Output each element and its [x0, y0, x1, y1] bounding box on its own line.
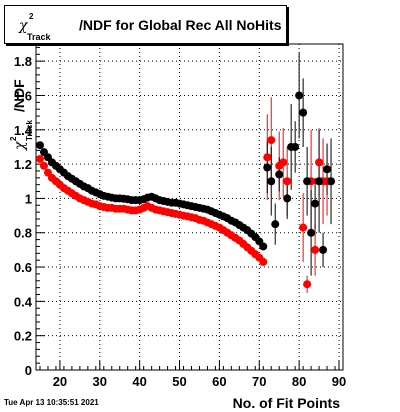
x-axis-label: No. of Fit Points — [233, 395, 341, 411]
x-tick-label: 70 — [252, 374, 266, 389]
data-point — [267, 136, 276, 145]
title-box: χ 2 Track /NDF for Global Rec All NoHits — [4, 5, 287, 44]
y-axis-chi-symbol: χ — [12, 140, 28, 151]
data-point — [303, 177, 312, 186]
data-points — [35, 91, 336, 289]
plot-frame — [35, 43, 344, 371]
data-point — [279, 158, 288, 167]
data-point — [299, 108, 308, 117]
data-point — [263, 163, 272, 172]
data-point — [315, 158, 324, 167]
data-point — [315, 177, 324, 186]
y-axis-superscript: 2 — [9, 136, 18, 141]
data-point — [295, 91, 304, 100]
y-tick-label: 1.4 — [14, 123, 33, 138]
y-tick-label: 0.6 — [14, 260, 32, 275]
data-point — [259, 242, 268, 251]
y-tick-label: 0.8 — [14, 226, 32, 241]
y-axis-suffix: /NDF — [11, 79, 27, 112]
data-point — [299, 223, 308, 232]
data-point — [263, 153, 272, 162]
data-point — [275, 170, 284, 179]
data-point — [319, 245, 328, 254]
title-chi-subscript: Track — [27, 32, 51, 42]
x-tick-label: 30 — [93, 374, 107, 389]
data-point — [35, 154, 44, 163]
x-tick-label: 50 — [172, 374, 186, 389]
data-point — [283, 194, 292, 203]
data-point — [39, 161, 48, 170]
y-tick-label: 1.2 — [14, 157, 32, 172]
y-tick-label: 1 — [25, 191, 32, 206]
chart-title: /NDF for Global Rec All NoHits — [79, 17, 282, 33]
data-point — [327, 177, 336, 186]
x-tick-label: 80 — [292, 374, 306, 389]
data-point — [323, 165, 332, 174]
tick-labels: 20 30 40 50 60 70 80 90 0 0.2 0.4 0.6 0.8 1 1.2 1.4 1.6 1… — [14, 54, 346, 389]
title-chi-symbol: χ — [19, 18, 28, 34]
data-point — [307, 228, 316, 237]
x-tick-label: 90 — [332, 374, 346, 389]
x-tick-label: 40 — [132, 374, 146, 389]
data-point — [303, 280, 312, 289]
x-tick-label: 60 — [212, 374, 226, 389]
data-point — [271, 220, 280, 229]
data-point — [259, 257, 268, 266]
y-tick-label: 0 — [25, 363, 32, 378]
data-point — [35, 141, 44, 150]
data-point — [267, 177, 276, 186]
y-tick-label: 0.2 — [14, 329, 32, 344]
data-point — [291, 142, 300, 151]
title-chi-superscript: 2 — [29, 12, 34, 21]
y-axis-label: χ 2 Track /NDF — [9, 79, 34, 151]
y-tick-label: 0.4 — [14, 294, 33, 309]
x-tick-label: 20 — [53, 374, 67, 389]
timestamp: Tue Apr 13 10:35:51 2021 — [4, 398, 99, 407]
y-axis-subscript: Track — [25, 120, 34, 141]
data-point — [311, 199, 320, 208]
data-point — [283, 177, 292, 186]
y-tick-label: 1.8 — [14, 54, 32, 69]
data-point — [311, 245, 320, 254]
y-tick-label: 1.6 — [14, 88, 32, 103]
